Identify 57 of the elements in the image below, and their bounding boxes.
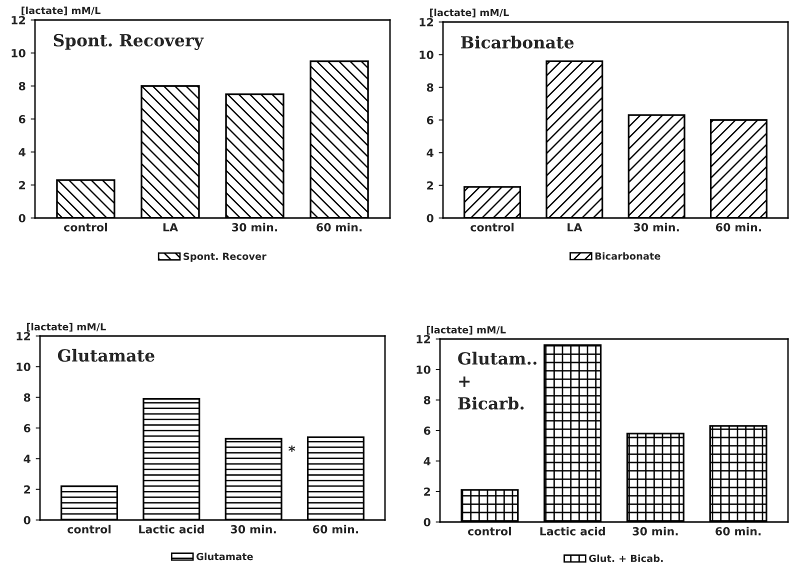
annotation: * — [288, 445, 296, 452]
y-tick-label: 2 — [24, 485, 30, 494]
y-axis-title: [lactate] mM/L — [426, 326, 506, 335]
x-tick-label: 30 min. — [230, 524, 276, 534]
x-tick-label: Lactic acid — [139, 524, 204, 534]
y-tick-label: 8 — [18, 82, 26, 90]
y-tick-label: 4 — [18, 148, 26, 156]
y-tick-label: 4 — [424, 457, 430, 466]
y-tick-label: 4 — [426, 148, 434, 157]
y-tick-label: 2 — [424, 487, 430, 496]
text: Glutamate — [58, 348, 154, 362]
x-tick-label: 60 min. — [312, 524, 358, 534]
x-tick-label: Lactic acid — [540, 526, 605, 536]
y-tick-label: 0 — [424, 518, 430, 526]
y-axis-title: [lactate] mM/L — [22, 6, 100, 16]
y-tick-label: 2 — [19, 180, 26, 190]
x-tick-label: 60 min. — [716, 222, 762, 232]
x-tick-label: LA — [568, 223, 582, 232]
y-tick-label: 12 — [416, 334, 430, 344]
y-tick-label: 10 — [16, 362, 30, 372]
y-tick-label: 2 — [427, 181, 434, 190]
text: Spont. Recovery — [54, 34, 204, 50]
y-tick-label: 0 — [426, 214, 434, 222]
y-tick-label: 12 — [16, 332, 30, 340]
legend-label: Glut. + Bicab. — [589, 554, 663, 562]
x-tick-label: LA — [163, 223, 178, 232]
y-tick-label: 0 — [24, 516, 30, 524]
x-tick-label: 30 min. — [632, 526, 678, 536]
y-tick-label: 12 — [12, 16, 26, 24]
x-tick-label: control — [64, 222, 107, 232]
legend-label: Bicarbonate — [595, 252, 660, 260]
y-tick-label: 12 — [420, 18, 434, 26]
x-tick-label: control — [68, 524, 111, 534]
x-tick-label: 30 min. — [232, 222, 278, 232]
y-tick-label: 6 — [18, 114, 26, 124]
y-tick-label: 6 — [424, 426, 430, 435]
x-tick-label: 30 min. — [634, 222, 679, 232]
y-tick-label: 8 — [24, 393, 30, 402]
y-tick-label: 4 — [24, 454, 30, 463]
y-tick-label: 6 — [24, 424, 30, 432]
x-tick-label: 60 min. — [316, 222, 362, 232]
x-tick-label: 60 min. — [716, 526, 761, 536]
text: Glutam.. + Bicarb. — [458, 352, 536, 410]
y-tick-label: 10 — [416, 365, 430, 374]
y-tick-label: 10 — [420, 50, 434, 60]
y-axis-title: [lactate] mM/L — [27, 322, 106, 332]
y-axis-title: [lactate] mM/L — [430, 8, 509, 18]
y-tick-label: 8 — [426, 83, 434, 92]
y-tick-label: 10 — [12, 48, 26, 58]
legend-label: Spont. Recover — [184, 252, 266, 262]
y-tick-label: 6 — [426, 116, 434, 124]
legend-label: Glutamate — [196, 552, 253, 560]
y-tick-label: 8 — [424, 396, 430, 404]
x-tick-label: control — [468, 526, 511, 536]
y-tick-label: 0 — [18, 214, 26, 222]
x-tick-label: control — [470, 222, 514, 232]
text: Bicarbonate — [461, 36, 574, 49]
